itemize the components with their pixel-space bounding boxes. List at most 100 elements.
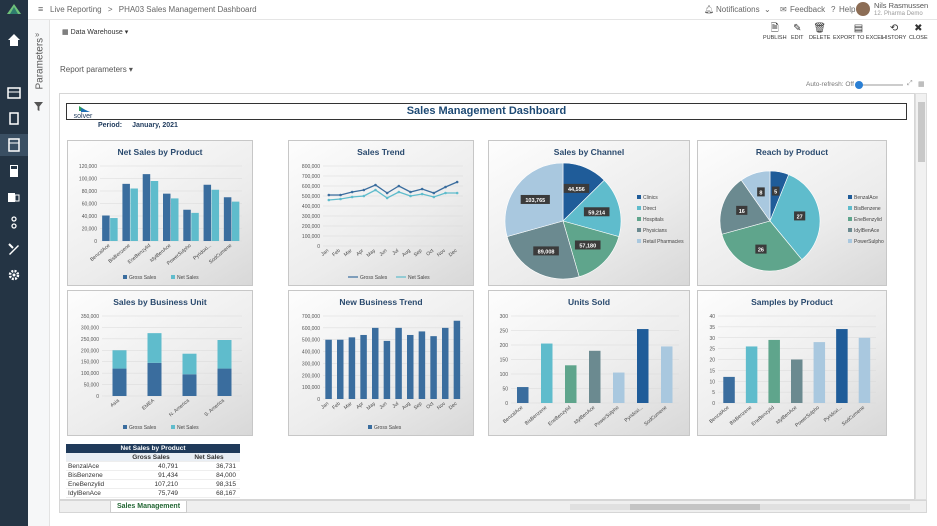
calculator-icon[interactable] [7, 164, 21, 178]
data-source-label: Data Warehouse [70, 29, 123, 36]
org-chart-icon[interactable] [7, 86, 21, 100]
menu-icon[interactable]: ≡ [38, 4, 44, 14]
x-tick-label: BenzalAce [502, 405, 524, 425]
publish-button[interactable]: 🗎︎ PUBLISH [763, 23, 787, 41]
data-point [455, 191, 459, 195]
y-tick-label: 25 [709, 347, 715, 353]
x-tick-label: May [366, 248, 377, 259]
bar [231, 201, 240, 241]
home-icon[interactable] [7, 33, 21, 47]
data-point [432, 191, 436, 195]
x-tick-label: Mar [343, 401, 354, 411]
delete-button[interactable]: 🗑︎ DELETE [809, 23, 830, 41]
data-label-box [520, 194, 550, 204]
horizontal-scrollbar[interactable] [570, 504, 910, 510]
y-tick-label: 200 [500, 343, 509, 349]
legend-swatch [848, 195, 852, 199]
y-tick-label: 0 [505, 401, 508, 407]
legend-label: PowerSulpho [854, 239, 884, 245]
y-tick-label: 60,000 [82, 202, 98, 208]
close-button[interactable]: ✖ CLOSE [909, 23, 928, 41]
data-source-selector[interactable]: ▦ Data Warehouse ▾ [62, 28, 128, 36]
notifications-link[interactable]: Notifications [716, 5, 760, 14]
bar [203, 184, 212, 241]
x-tick-label: Oct [425, 401, 435, 411]
sheet-tab[interactable]: Sales Management [110, 501, 188, 513]
bar [223, 197, 232, 241]
help-link[interactable]: Help [839, 5, 856, 14]
feedback-icon[interactable]: ✉ [780, 5, 787, 14]
report-icon[interactable] [7, 138, 21, 152]
export-icon: ▤ [853, 23, 864, 34]
user-menu[interactable]: Nils Rasmussen 12. Pharma Demo [874, 2, 928, 18]
report-title: Sales Management Dashboard [66, 103, 907, 120]
scroll-thumb[interactable] [918, 102, 925, 162]
history-label: HISTORY [882, 35, 907, 41]
scroll-thumb[interactable] [630, 504, 760, 510]
legend-swatch [123, 425, 127, 429]
x-tick-label: Asia [109, 398, 120, 409]
expand-icon[interactable]: ⤢ [907, 80, 913, 87]
files-icon[interactable] [7, 190, 21, 204]
close-icon: ✖ [914, 23, 923, 34]
export-excel-button[interactable]: ▤ EXPORT TO EXCEL [833, 23, 884, 41]
y-tick-label: 20,000 [82, 227, 98, 233]
chart-title: Net Sales by Product [117, 147, 203, 157]
legend-swatch [368, 425, 372, 429]
y-tick-label: 50 [502, 387, 508, 393]
y-tick-label: 600,000 [302, 326, 320, 332]
bar [517, 387, 529, 403]
data-point [362, 188, 366, 192]
chart-title: Sales by Business Unit [113, 297, 207, 307]
bell-icon[interactable]: 🔔︎ [704, 5, 715, 14]
parameters-label[interactable]: Parameters [34, 37, 46, 90]
notifications-chevron-icon[interactable]: ⌄ [764, 5, 771, 14]
sheet-bar: Sales Management [59, 500, 927, 513]
x-tick-label: Jun [378, 401, 388, 411]
x-tick-label: Sep [413, 248, 424, 258]
connections-icon[interactable] [7, 216, 21, 230]
bar [112, 350, 127, 369]
chart-title: Units Sold [567, 297, 611, 307]
data-label-box [563, 183, 590, 193]
settings-gear-icon[interactable] [7, 268, 21, 282]
help-icon[interactable]: ? [831, 5, 836, 14]
x-tick-label: PowerSulpho [594, 405, 621, 429]
table-row: BenzalAce 40,791 36,731 [66, 462, 240, 471]
expand-chevron-icon[interactable]: » [35, 30, 40, 39]
y-tick-label: 50,000 [84, 383, 100, 389]
y-tick-label: 0 [96, 394, 99, 400]
bar [102, 215, 110, 241]
y-tick-label: 300 [500, 314, 509, 320]
grid-icon[interactable]: ▦ [918, 81, 925, 88]
legend-swatch [637, 239, 641, 243]
x-tick-label: BisBenzene [729, 405, 753, 427]
auto-refresh-slider[interactable] [855, 81, 905, 89]
avatar[interactable] [856, 2, 870, 16]
x-tick-label: Jul [391, 401, 400, 410]
report-parameters-toggle[interactable]: Report parameters ▾ [60, 65, 133, 74]
x-tick-label: EMEA [141, 398, 156, 412]
data-label-box [757, 187, 765, 197]
bar [453, 320, 461, 399]
svg-text:solver: solver [74, 113, 93, 119]
tools-icon[interactable] [7, 242, 21, 256]
y-tick-label: 700,000 [302, 174, 320, 180]
feedback-link[interactable]: Feedback [790, 5, 826, 14]
bar [337, 339, 344, 399]
breadcrumb-root[interactable]: Live Reporting [50, 5, 102, 14]
filter-icon[interactable] [34, 102, 43, 111]
history-button[interactable]: ⟲ HISTORY [882, 23, 906, 41]
trash-icon: 🗑︎ [813, 23, 827, 34]
nav-active-indicator [0, 134, 28, 156]
edit-button[interactable]: ✎ EDIT [791, 23, 804, 41]
data-point [327, 198, 331, 202]
vertical-scrollbar[interactable] [915, 93, 927, 500]
edit-label: EDIT [791, 35, 804, 41]
bar [130, 188, 138, 241]
bar [395, 327, 402, 399]
clipboard-icon[interactable] [7, 111, 21, 125]
bar [858, 337, 871, 403]
pencil-icon: ✎ [793, 23, 802, 34]
x-tick-label: Dec [448, 401, 459, 412]
